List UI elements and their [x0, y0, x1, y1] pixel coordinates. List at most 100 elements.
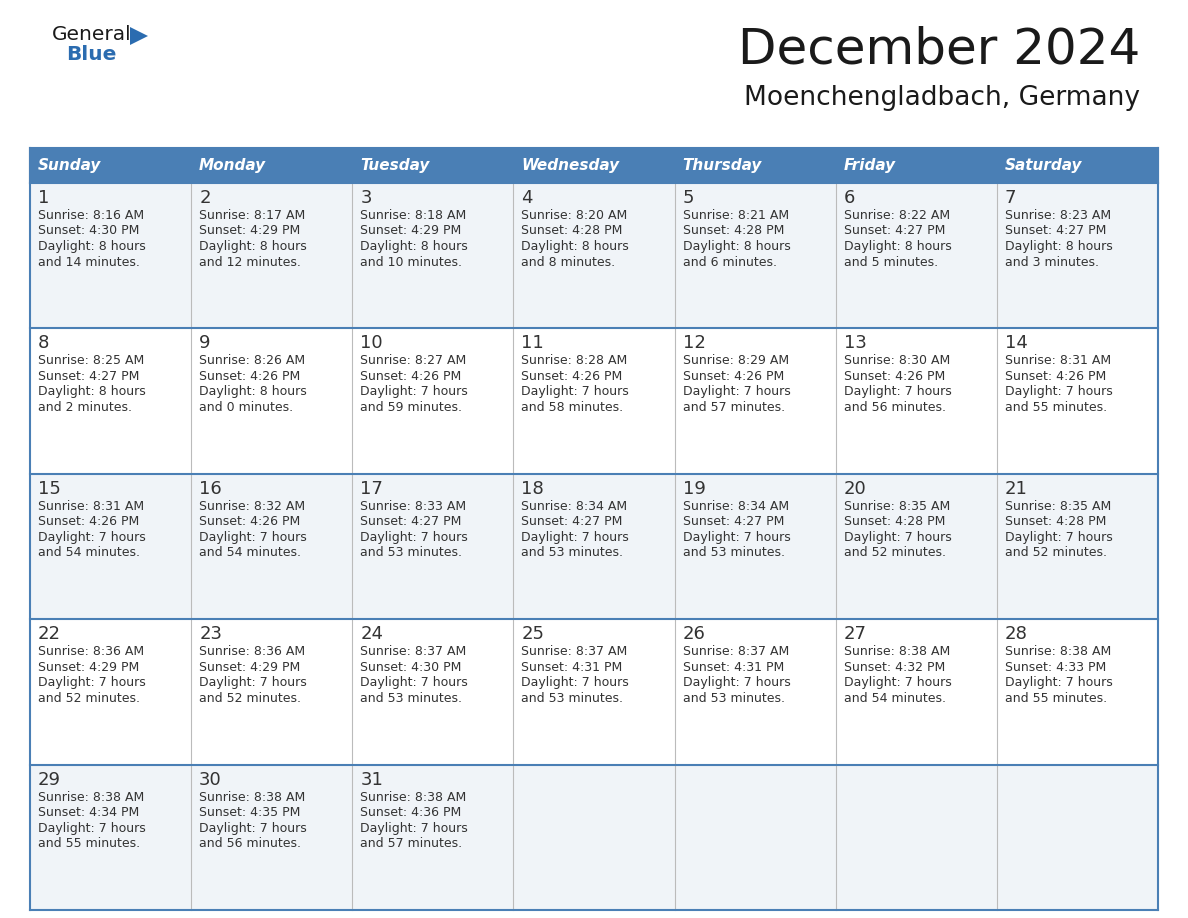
Text: 16: 16	[200, 480, 222, 498]
Text: Daylight: 7 hours: Daylight: 7 hours	[38, 531, 146, 543]
Text: Sunset: 4:26 PM: Sunset: 4:26 PM	[1005, 370, 1106, 383]
Text: Sunrise: 8:37 AM: Sunrise: 8:37 AM	[360, 645, 467, 658]
Text: 7: 7	[1005, 189, 1017, 207]
Text: 31: 31	[360, 770, 384, 789]
Text: and 53 minutes.: and 53 minutes.	[683, 546, 784, 559]
Text: and 55 minutes.: and 55 minutes.	[1005, 691, 1107, 705]
Text: Sunrise: 8:22 AM: Sunrise: 8:22 AM	[843, 209, 950, 222]
Text: Daylight: 8 hours: Daylight: 8 hours	[522, 240, 630, 253]
Text: Daylight: 8 hours: Daylight: 8 hours	[843, 240, 952, 253]
Text: Wednesday: Wednesday	[522, 158, 620, 173]
Text: Thursday: Thursday	[683, 158, 762, 173]
Text: Sunrise: 8:31 AM: Sunrise: 8:31 AM	[1005, 354, 1111, 367]
Text: Sunrise: 8:31 AM: Sunrise: 8:31 AM	[38, 499, 144, 513]
Text: Sunrise: 8:21 AM: Sunrise: 8:21 AM	[683, 209, 789, 222]
Text: Sunset: 4:30 PM: Sunset: 4:30 PM	[38, 225, 139, 238]
Text: 22: 22	[38, 625, 61, 644]
Text: and 52 minutes.: and 52 minutes.	[1005, 546, 1107, 559]
Text: Daylight: 7 hours: Daylight: 7 hours	[843, 386, 952, 398]
Text: Sunset: 4:28 PM: Sunset: 4:28 PM	[522, 225, 623, 238]
Text: Daylight: 7 hours: Daylight: 7 hours	[360, 386, 468, 398]
Text: Sunday: Sunday	[38, 158, 101, 173]
Text: 10: 10	[360, 334, 383, 353]
Text: Sunset: 4:36 PM: Sunset: 4:36 PM	[360, 806, 461, 819]
Text: Sunset: 4:26 PM: Sunset: 4:26 PM	[522, 370, 623, 383]
Text: Saturday: Saturday	[1005, 158, 1082, 173]
Text: Sunset: 4:33 PM: Sunset: 4:33 PM	[1005, 661, 1106, 674]
Text: Daylight: 7 hours: Daylight: 7 hours	[360, 677, 468, 689]
Text: and 52 minutes.: and 52 minutes.	[843, 546, 946, 559]
Text: Sunset: 4:26 PM: Sunset: 4:26 PM	[843, 370, 944, 383]
Text: 4: 4	[522, 189, 533, 207]
Text: Sunrise: 8:38 AM: Sunrise: 8:38 AM	[38, 790, 144, 803]
Text: 25: 25	[522, 625, 544, 644]
Text: Sunset: 4:26 PM: Sunset: 4:26 PM	[38, 515, 139, 528]
Text: General: General	[52, 25, 132, 44]
Text: and 57 minutes.: and 57 minutes.	[360, 837, 462, 850]
Text: 20: 20	[843, 480, 866, 498]
Bar	[30, 329, 1158, 474]
Text: Sunset: 4:27 PM: Sunset: 4:27 PM	[1005, 225, 1106, 238]
Text: Sunrise: 8:30 AM: Sunrise: 8:30 AM	[843, 354, 950, 367]
Text: 14: 14	[1005, 334, 1028, 353]
Text: Sunset: 4:28 PM: Sunset: 4:28 PM	[843, 515, 946, 528]
Text: and 53 minutes.: and 53 minutes.	[522, 691, 624, 705]
Text: and 53 minutes.: and 53 minutes.	[360, 691, 462, 705]
Text: Sunrise: 8:17 AM: Sunrise: 8:17 AM	[200, 209, 305, 222]
Text: Sunset: 4:30 PM: Sunset: 4:30 PM	[360, 661, 462, 674]
Text: 23: 23	[200, 625, 222, 644]
Text: and 54 minutes.: and 54 minutes.	[843, 691, 946, 705]
Text: 5: 5	[683, 189, 694, 207]
Text: 19: 19	[683, 480, 706, 498]
Text: 11: 11	[522, 334, 544, 353]
Text: Sunrise: 8:23 AM: Sunrise: 8:23 AM	[1005, 209, 1111, 222]
Text: Sunrise: 8:35 AM: Sunrise: 8:35 AM	[843, 499, 950, 513]
Text: Daylight: 7 hours: Daylight: 7 hours	[200, 822, 307, 834]
Text: Sunrise: 8:37 AM: Sunrise: 8:37 AM	[522, 645, 627, 658]
Text: Sunset: 4:29 PM: Sunset: 4:29 PM	[360, 225, 461, 238]
Text: Sunrise: 8:33 AM: Sunrise: 8:33 AM	[360, 499, 467, 513]
Text: Sunset: 4:29 PM: Sunset: 4:29 PM	[38, 661, 139, 674]
Text: Daylight: 7 hours: Daylight: 7 hours	[683, 531, 790, 543]
Text: 2: 2	[200, 189, 210, 207]
Text: 9: 9	[200, 334, 210, 353]
Text: Daylight: 7 hours: Daylight: 7 hours	[360, 822, 468, 834]
Text: Daylight: 8 hours: Daylight: 8 hours	[360, 240, 468, 253]
Text: 1: 1	[38, 189, 50, 207]
Text: Daylight: 7 hours: Daylight: 7 hours	[1005, 677, 1113, 689]
Text: and 14 minutes.: and 14 minutes.	[38, 255, 140, 268]
Text: Daylight: 7 hours: Daylight: 7 hours	[360, 531, 468, 543]
Text: Sunset: 4:34 PM: Sunset: 4:34 PM	[38, 806, 139, 819]
Text: Sunrise: 8:28 AM: Sunrise: 8:28 AM	[522, 354, 627, 367]
Text: Daylight: 8 hours: Daylight: 8 hours	[1005, 240, 1113, 253]
Text: Sunrise: 8:37 AM: Sunrise: 8:37 AM	[683, 645, 789, 658]
Text: Sunrise: 8:16 AM: Sunrise: 8:16 AM	[38, 209, 144, 222]
Text: Daylight: 8 hours: Daylight: 8 hours	[683, 240, 790, 253]
Text: Daylight: 7 hours: Daylight: 7 hours	[522, 386, 630, 398]
Text: Daylight: 8 hours: Daylight: 8 hours	[200, 386, 307, 398]
Text: 8: 8	[38, 334, 50, 353]
Text: and 55 minutes.: and 55 minutes.	[38, 837, 140, 850]
Text: Sunset: 4:29 PM: Sunset: 4:29 PM	[200, 225, 301, 238]
Text: Sunrise: 8:35 AM: Sunrise: 8:35 AM	[1005, 499, 1111, 513]
Text: and 10 minutes.: and 10 minutes.	[360, 255, 462, 268]
Text: Sunrise: 8:25 AM: Sunrise: 8:25 AM	[38, 354, 144, 367]
Text: Daylight: 7 hours: Daylight: 7 hours	[1005, 386, 1113, 398]
Text: Sunrise: 8:26 AM: Sunrise: 8:26 AM	[200, 354, 305, 367]
Text: Daylight: 7 hours: Daylight: 7 hours	[200, 531, 307, 543]
Bar	[353, 148, 513, 183]
Text: and 3 minutes.: and 3 minutes.	[1005, 255, 1099, 268]
Bar	[30, 765, 1158, 910]
Text: 30: 30	[200, 770, 222, 789]
Text: Sunrise: 8:38 AM: Sunrise: 8:38 AM	[360, 790, 467, 803]
Text: and 54 minutes.: and 54 minutes.	[38, 546, 140, 559]
Bar	[30, 474, 1158, 620]
Text: Sunrise: 8:38 AM: Sunrise: 8:38 AM	[200, 790, 305, 803]
Text: Friday: Friday	[843, 158, 896, 173]
Text: and 6 minutes.: and 6 minutes.	[683, 255, 777, 268]
Bar	[835, 148, 997, 183]
Text: Daylight: 7 hours: Daylight: 7 hours	[38, 677, 146, 689]
Text: Daylight: 7 hours: Daylight: 7 hours	[843, 677, 952, 689]
Text: Sunset: 4:27 PM: Sunset: 4:27 PM	[522, 515, 623, 528]
Bar	[30, 148, 1158, 183]
